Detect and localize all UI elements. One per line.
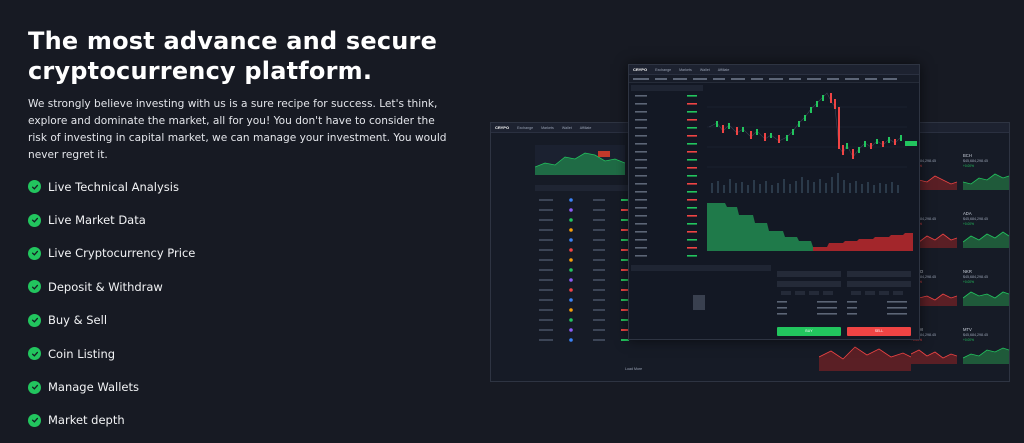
nav-item: Exchange <box>517 125 534 130</box>
depth-chart <box>707 201 917 257</box>
coin-sparkline <box>962 173 1010 190</box>
coin-sparkline <box>962 231 1010 248</box>
app-logo: CRYPO <box>633 67 648 72</box>
coin-sparkline <box>910 349 958 364</box>
check-icon <box>28 246 41 260</box>
feature-label: Live Technical Analysis <box>48 179 179 194</box>
coin-card[interactable]: NKR $45,684,298.45 +0.00% <box>962 269 1010 317</box>
ticker-bar <box>629 75 919 83</box>
coin-change: +0.00% <box>963 280 974 284</box>
feature-label: Live Market Data <box>48 213 146 228</box>
feature-label: Market depth <box>48 413 125 428</box>
coin-change: +0.00% <box>911 338 922 342</box>
feature-label: Deposit & Withdraw <box>48 279 163 294</box>
nav-item: Exchange <box>655 67 672 72</box>
sell-button[interactable]: SELL <box>847 327 911 336</box>
exchange-navbar: CRYPO Exchange Markets Wallet Affiliate <box>629 65 919 75</box>
hero-title: The most advance and secure cryptocurren… <box>28 27 438 85</box>
coin-price: $45,684,298.45 <box>963 217 988 221</box>
coin-name: MTV <box>963 327 972 332</box>
feature-list: Live Technical Analysis Live Market Data… <box>28 170 195 437</box>
buy-button[interactable]: BUY <box>777 327 841 336</box>
market-table <box>535 185 635 349</box>
nav-item: Affiliate <box>579 125 592 130</box>
feature-label: Live Cryptocurrency Price <box>48 246 196 261</box>
coin-name: ADA <box>963 211 972 216</box>
check-icon <box>28 347 41 361</box>
trade-form <box>777 271 911 315</box>
overview-chart <box>535 145 625 175</box>
exchange-screenshot: CRYPO Exchange Markets Wallet Affiliate <box>628 64 920 340</box>
check-icon <box>28 380 41 394</box>
coin-sparkline <box>962 291 1010 306</box>
coin-name: NKR <box>963 269 972 274</box>
overview-chart-2 <box>598 151 610 157</box>
order-book <box>631 85 703 257</box>
feature-item: Deposit & Withdraw <box>28 270 195 303</box>
app-logo: CRYPO <box>495 125 510 130</box>
coin-name: BCH <box>963 153 972 158</box>
feature-item: Buy & Sell <box>28 304 195 337</box>
coin-change: +0.00% <box>963 222 974 226</box>
nav-item: Markets <box>541 125 554 130</box>
check-icon <box>28 213 41 227</box>
check-icon <box>28 280 41 294</box>
coin-sparkline <box>962 347 1010 364</box>
check-icon <box>28 413 41 427</box>
check-icon <box>28 180 41 194</box>
coin-card[interactable]: MTV $45,684,298.45 +0.00% <box>962 327 1010 375</box>
feature-label: Manage Wallets <box>48 380 139 395</box>
coin-change: +0.00% <box>963 338 974 342</box>
coin-price: $45,684,298.45 <box>963 275 988 279</box>
nav-item: Affiliate <box>717 67 730 72</box>
feature-item: Manage Wallets <box>28 370 195 403</box>
open-orders <box>631 265 771 310</box>
feature-label: Buy & Sell <box>48 313 108 328</box>
load-more-link[interactable]: Load More <box>625 367 643 371</box>
price-chart <box>707 87 917 197</box>
coin-change: +0.00% <box>963 164 974 168</box>
feature-item: Live Cryptocurrency Price <box>28 237 195 270</box>
nav-item: Wallet <box>561 125 572 130</box>
coin-card[interactable]: ADA $45,684,298.45 +0.00% <box>962 211 1010 259</box>
feature-item: Coin Listing <box>28 337 195 370</box>
coin-price: $45,684,298.45 <box>911 217 936 221</box>
nav-item: Wallet <box>699 67 710 72</box>
ticker-values <box>633 77 897 80</box>
check-icon <box>28 313 41 327</box>
feature-item: Live Market Data <box>28 203 195 236</box>
coin-card[interactable]: BCH $45,684,298.45 +0.00% <box>962 153 1010 201</box>
nav-item: Markets <box>679 67 692 72</box>
feature-item: Market depth <box>28 404 195 437</box>
coin-price: $45,684,298.45 <box>911 159 936 163</box>
coin-price: $45,684,298.45 <box>911 333 936 337</box>
coin-price: $45,684,298.45 <box>963 333 988 337</box>
coin-price: $45,684,298.45 <box>963 159 988 163</box>
bottom-chart <box>819 346 911 371</box>
feature-item: Live Technical Analysis <box>28 170 195 203</box>
hero-description: We strongly believe investing with us is… <box>28 98 447 161</box>
feature-label: Coin Listing <box>48 346 116 361</box>
coin-price: $45,684,298.45 <box>911 275 936 279</box>
